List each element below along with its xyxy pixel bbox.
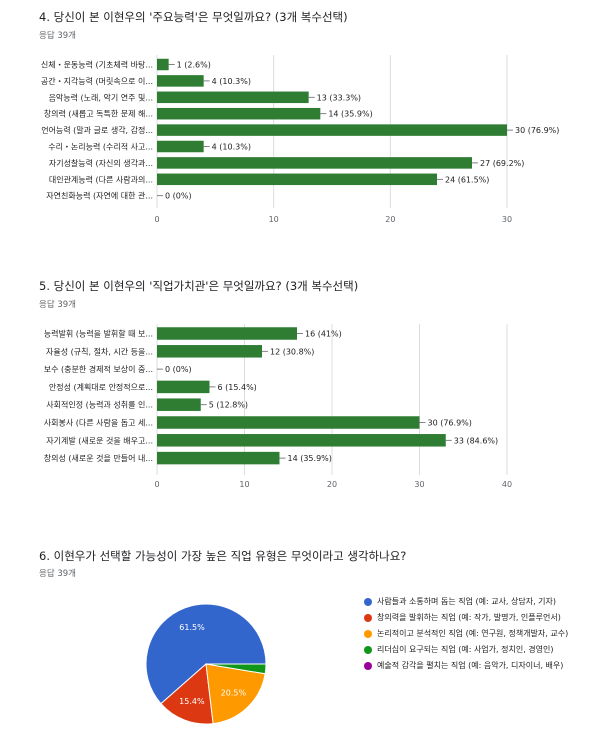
category-label: 자기계발 (새로운 것을 배우고... xyxy=(46,435,153,445)
bar xyxy=(157,157,472,169)
question-6-title: 6. 이현우가 선택할 가능성이 가장 높은 직업 유형은 무엇이라고 생각하나… xyxy=(39,549,407,563)
pie-slice-label: 61.5% xyxy=(179,623,205,632)
data-label: 16 (41%) xyxy=(305,330,342,339)
pie-slice-label: 20.5% xyxy=(221,689,247,698)
bar xyxy=(157,416,420,429)
bar xyxy=(157,124,507,136)
x-tick-label: 20 xyxy=(385,215,395,224)
data-label: 30 (76.9%) xyxy=(515,126,559,135)
legend-label: 예술적 감각을 펼치는 직업 (예: 음악가, 디자이너, 배우) xyxy=(377,661,564,670)
category-label: 수리・논리능력 (수리적 사고... xyxy=(48,142,153,152)
legend-label: 창의력을 발휘하는 직업 (예: 작가, 발명가, 인플루언서) xyxy=(377,613,561,622)
bar xyxy=(157,398,201,411)
data-label: 0 (0%) xyxy=(165,365,192,374)
x-tick-label: 40 xyxy=(502,480,512,489)
legend-item: 창의력을 발휘하는 직업 (예: 작가, 발명가, 인플루언서) xyxy=(364,612,584,623)
bar xyxy=(157,107,321,120)
legend-label: 사람들과 소통하며 돕는 직업 (예: 교사, 상담자, 기자) xyxy=(377,597,557,606)
category-label: 보수 (충분한 경제적 보상이 중... xyxy=(44,364,153,374)
data-label: 5 (12.8%) xyxy=(209,401,248,410)
bar xyxy=(157,451,280,465)
data-label: 27 (69.2%) xyxy=(480,159,524,168)
bar xyxy=(157,345,262,358)
pie-slice xyxy=(205,663,267,675)
category-label: 능력발휘 (능력을 발휘할 때 보... xyxy=(44,329,153,339)
data-label: 14 (35.9%) xyxy=(328,110,372,119)
bar xyxy=(157,173,437,186)
category-label: 창의성 (새로운 것을 만들어 내... xyxy=(44,453,153,463)
question-5-bar-chart: 0 10 20 30 40 능력발휘 (능력을 발휘할 때 보... 16 (41%) 자율성… xyxy=(44,324,512,489)
pie-slice xyxy=(205,663,266,725)
legend-item: 예술적 감각을 펼치는 직업 (예: 음악가, 디자이너, 배우) xyxy=(364,660,584,671)
data-label: 13 (33.3%) xyxy=(317,93,361,102)
category-label: 공간・지각능력 (머릿속으로 이... xyxy=(41,76,153,86)
x-tick-label: 0 xyxy=(154,215,159,224)
legend-label: 리더십이 요구되는 직업 (예: 사업가, 정치인, 경영인) xyxy=(377,645,554,654)
pie-slice xyxy=(160,662,214,725)
bar xyxy=(157,91,309,104)
question-4-response-count: 응답 39개 xyxy=(39,31,76,41)
data-label: 6 (15.4%) xyxy=(218,383,257,392)
question-4-bar-chart: 0 10 20 30 신체・운동능력 (기초체력 바탕... 1 (2.6%) 공간・지각능… xyxy=(41,55,559,224)
legend-item: 사람들과 소통하며 돕는 직업 (예: 교사, 상담자, 기자) xyxy=(364,596,584,607)
category-label: 자율성 (규칙, 절차, 시간 등을... xyxy=(46,346,153,356)
x-tick-label: 10 xyxy=(239,480,249,489)
question-6-pie-chart: 61.5% 15.4% 20.5% xyxy=(145,603,267,725)
question-5-response-count: 응답 39개 xyxy=(39,300,76,310)
category-label: 대인관계능력 (다른 사람과의... xyxy=(49,174,153,184)
category-label: 안정성 (계획대로 안정적으로... xyxy=(49,382,153,392)
x-tick-label: 30 xyxy=(414,480,424,489)
x-tick-label: 20 xyxy=(327,480,337,489)
pie-legend: 사람들과 소통하며 돕는 직업 (예: 교사, 상담자, 기자) 창의력을 발휘… xyxy=(364,596,584,676)
pie-slice xyxy=(145,603,267,705)
category-label: 음악능력 (노래, 악기 연주 및... xyxy=(49,92,153,102)
legend-color-dot xyxy=(364,646,372,654)
x-tick-label: 30 xyxy=(502,215,512,224)
legend-color-dot xyxy=(364,598,372,606)
question-5-title: 5. 당신이 본 이현우의 '직업가치관'은 무엇일까요? (3개 복수선택) xyxy=(39,279,359,293)
data-label: 33 (84.6%) xyxy=(454,436,498,445)
category-label: 신체・운동능력 (기초체력 바탕... xyxy=(41,60,153,70)
bar xyxy=(157,380,210,394)
legend-item: 논리적이고 분석적인 직업 (예: 연구원, 정책개발자, 교수) xyxy=(364,628,584,639)
x-tick-label: 0 xyxy=(154,480,159,489)
bar xyxy=(157,327,297,340)
legend-item: 리더십이 요구되는 직업 (예: 사업가, 정치인, 경영인) xyxy=(364,644,584,655)
data-label: 1 (2.6%) xyxy=(177,61,211,70)
data-label: 4 (10.3%) xyxy=(212,143,251,152)
data-label: 30 (76.9%) xyxy=(428,419,472,428)
bar xyxy=(157,140,204,153)
category-label: 자기성찰능력 (자신의 생각과... xyxy=(49,158,153,168)
category-label: 창의력 (새롭고 독특한 문제 해... xyxy=(44,109,153,119)
question-4-title: 4. 당신이 본 이현우의 '주요능력'은 무엇일까요? (3개 복수선택) xyxy=(39,10,348,24)
x-tick-label: 10 xyxy=(269,215,279,224)
category-label: 사회적인정 (능력과 성취를 인... xyxy=(46,400,153,410)
data-label: 12 (30.8%) xyxy=(270,347,314,356)
pie-slice-label: 15.4% xyxy=(179,697,205,706)
bar xyxy=(157,75,204,87)
legend-color-dot xyxy=(364,630,372,638)
data-label: 4 (10.3%) xyxy=(212,77,251,86)
bar xyxy=(157,434,446,447)
legend-label: 논리적이고 분석적인 직업 (예: 연구원, 정책개발자, 교수) xyxy=(377,629,569,638)
legend-color-dot xyxy=(364,662,372,670)
data-label: 0 (0%) xyxy=(165,192,192,201)
category-label: 사회봉사 (다른 사람을 돕고 세... xyxy=(44,419,153,428)
category-label: 자연친화능력 (자연에 대한 관... xyxy=(46,191,153,201)
bar xyxy=(157,58,169,71)
data-label: 14 (35.9%) xyxy=(288,454,332,463)
category-label: 언어능력 (말과 글로 생각, 감정... xyxy=(41,125,153,135)
legend-color-dot xyxy=(364,614,372,622)
data-label: 24 (61.5%) xyxy=(445,175,489,184)
question-6-response-count: 응답 39개 xyxy=(39,569,76,579)
